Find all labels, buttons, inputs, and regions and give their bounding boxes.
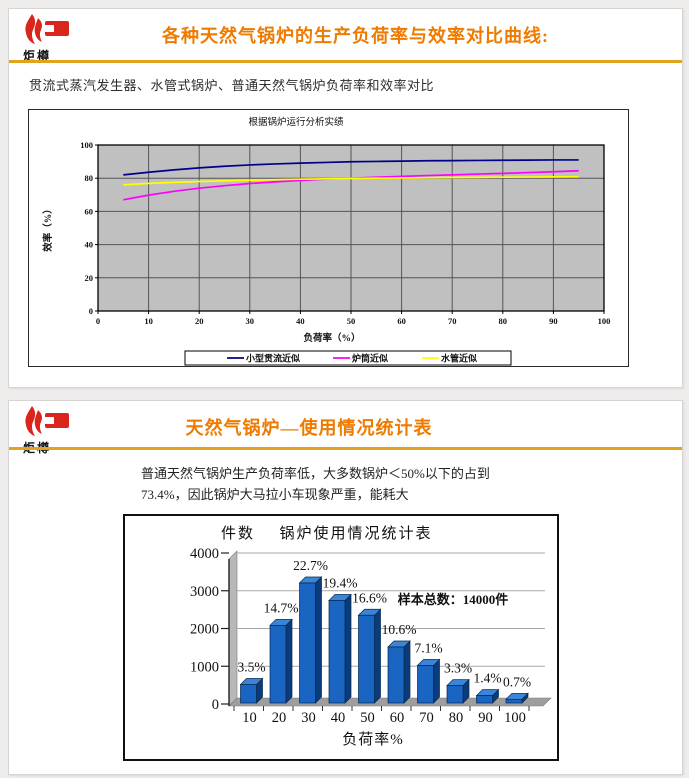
bar xyxy=(476,695,493,704)
bar-side xyxy=(285,618,293,704)
x-tick-label: 70 xyxy=(419,710,434,726)
bar-side xyxy=(344,593,352,704)
y-tick-label: 0 xyxy=(212,697,219,713)
line-chart-frame: 0 10 20 30 40 50 60 70 80 90 100 0 20 40 60 80 100 根据锅炉运行… xyxy=(28,109,629,367)
bar-value-label: 19.4% xyxy=(323,575,358,590)
slide-1-title: 各种天然气锅炉的生产负荷率与效率对比曲线: xyxy=(162,26,549,46)
x-tick-label: 90 xyxy=(478,710,493,726)
bar-value-label: 10.6% xyxy=(382,622,417,637)
x-tick-label: 40 xyxy=(331,710,346,726)
flame-icon xyxy=(25,14,69,44)
bar-value-label: 16.6% xyxy=(352,590,387,605)
bar xyxy=(358,614,375,704)
x-tick-label: 20 xyxy=(272,710,287,726)
bar-side xyxy=(315,576,322,704)
bar xyxy=(505,698,523,704)
y-tick-label: 40 xyxy=(85,240,94,250)
x-tick-label: 10 xyxy=(242,710,257,726)
bar xyxy=(299,582,316,704)
bar-value-label: 14.7% xyxy=(264,600,299,615)
y-tick-label: 100 xyxy=(80,140,93,150)
x-axis-label: 负荷率（%） xyxy=(303,332,360,344)
x-tick-label: 70 xyxy=(448,316,457,326)
x-tick-label: 60 xyxy=(397,316,406,326)
y-tick-label: 0 xyxy=(89,306,93,316)
x-tick-label: 100 xyxy=(598,316,611,326)
chart-title: 根据锅炉运行分析实绩 xyxy=(248,116,344,128)
series-line xyxy=(123,175,579,186)
header-divider xyxy=(9,447,682,450)
header-divider xyxy=(9,60,682,63)
x-tick-label: 50 xyxy=(360,710,375,726)
y-tick-label: 1000 xyxy=(190,659,219,675)
x-tick-label: 60 xyxy=(390,710,405,726)
chart-title: 锅炉使用情况统计表 xyxy=(279,525,432,542)
bar xyxy=(387,646,405,704)
y-tick-label: 4000 xyxy=(190,546,219,562)
slide-1: 炬樽 各种天然气锅炉的生产负荷率与效率对比曲线: 贯流式蒸汽发生器、水管式锅炉、… xyxy=(8,8,683,388)
x-tick-label: 80 xyxy=(449,710,464,726)
bar-chart: 0 1000 2000 3000 4000 锅炉使用情况统计表 件数 3.5% 10 14.7% 2… xyxy=(190,525,552,748)
legend-label: 小型贯流近似 xyxy=(245,353,300,364)
x-axis-label: 负荷率% xyxy=(342,731,404,748)
x-tick-label: 30 xyxy=(246,316,255,326)
logo-text: 炬樽 xyxy=(23,49,52,63)
sample-size-annotation: 样本总数：14000件 xyxy=(398,592,509,607)
company-logo: 炬樽 xyxy=(23,13,97,64)
bar-value-label: 22.7% xyxy=(293,558,328,573)
y-axis-label: 效率（%） xyxy=(42,204,54,252)
x-tick-label: 0 xyxy=(96,316,100,326)
bar-value-label: 3.3% xyxy=(444,661,472,676)
x-tick-label: 100 xyxy=(504,710,526,726)
bar-value-label: 3.5% xyxy=(237,660,265,675)
x-tick-label: 20 xyxy=(195,316,204,326)
y-tick-label: 20 xyxy=(85,273,94,283)
y-tick-label: 2000 xyxy=(190,622,219,638)
x-tick-label: 90 xyxy=(549,316,558,326)
series-line xyxy=(123,159,579,176)
x-tick-label: 40 xyxy=(296,316,305,326)
bar-side xyxy=(433,658,440,704)
bar xyxy=(328,600,346,704)
legend-label: 炉筒近似 xyxy=(352,353,388,364)
y-tick-label: 3000 xyxy=(190,584,219,600)
bar-value-label: 1.4% xyxy=(473,671,501,686)
legend-label: 水管近似 xyxy=(441,353,477,364)
bar-side xyxy=(374,608,381,704)
slide-1-subtitle: 贯流式蒸汽发生器、水管式锅炉、普通天然气锅炉负荷率和效率对比 xyxy=(29,78,435,93)
y-tick-label: 60 xyxy=(85,206,94,216)
bar-chart-frame: 0 1000 2000 3000 4000 锅炉使用情况统计表 件数 3.5% 10 14.7% 2… xyxy=(123,514,559,761)
y-axis-label: 件数 xyxy=(221,525,255,542)
x-tick-label: 80 xyxy=(499,316,508,326)
slide-2: 炬樽 天然气锅炉—使用情况统计表 普通天然气锅炉生产负荷率低，大多数锅炉＜50%… xyxy=(8,400,683,775)
bar xyxy=(417,665,434,704)
slide-2-title: 天然气锅炉—使用情况统计表 xyxy=(185,418,433,438)
x-tick-label: 10 xyxy=(144,316,153,326)
x-tick-label: 50 xyxy=(347,316,356,326)
x-tick-label: 30 xyxy=(301,710,316,726)
bar-value-label: 0.7% xyxy=(503,674,531,689)
slide-2-paragraph: 普通天然气锅炉生产负荷率低，大多数锅炉＜50%以下的占到73.4%，因此锅炉大马… xyxy=(141,466,490,502)
bar xyxy=(269,624,287,704)
bar xyxy=(446,685,464,704)
bar-side xyxy=(403,640,411,704)
y-tick-label: 80 xyxy=(85,173,94,183)
wall xyxy=(228,550,238,707)
bar xyxy=(240,684,257,704)
flame-icon xyxy=(25,406,69,436)
line-chart: 0 10 20 30 40 50 60 70 80 90 100 0 20 40 60 80 100 根据锅炉运行… xyxy=(42,116,611,366)
bar-value-label: 7.1% xyxy=(414,640,442,655)
